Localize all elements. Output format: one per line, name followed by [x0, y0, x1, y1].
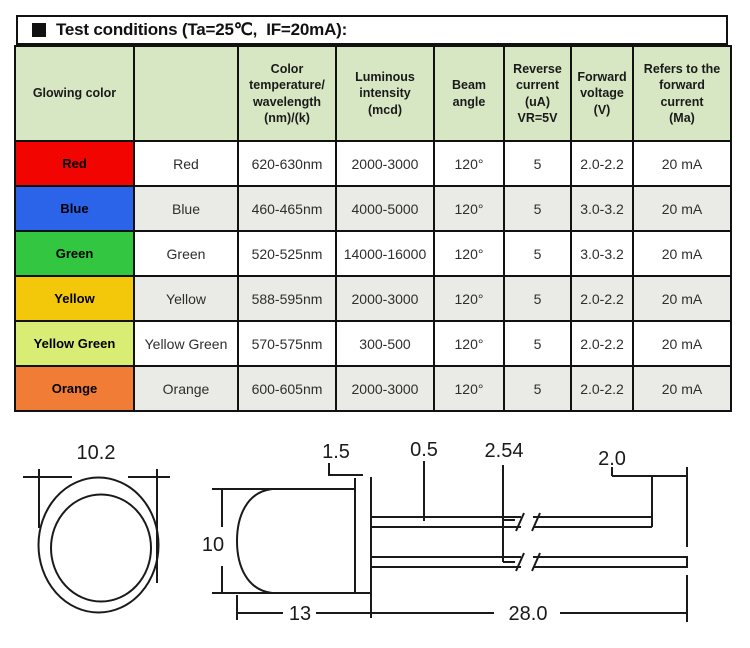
- dim-lead-tip-offset: 2.0: [598, 448, 626, 470]
- cell-name: Orange: [133, 365, 239, 412]
- cell-luminous-intensity: 4000-5000: [335, 185, 435, 232]
- led-top-view: 10.2: [23, 442, 170, 614]
- cell-forward-voltage: 3.0-3.2: [570, 185, 634, 232]
- color-swatch-orange: Orange: [14, 365, 135, 412]
- color-swatch-blue: Blue: [14, 185, 135, 232]
- cell-name: Yellow: [133, 275, 239, 322]
- cell-name: Red: [133, 140, 239, 187]
- cell-beam-angle: 120°: [433, 185, 505, 232]
- cell-reverse-current: 5: [503, 140, 572, 187]
- header-glowing-color: Glowing color: [14, 45, 135, 142]
- cell-name: Yellow Green: [133, 320, 239, 367]
- cell-forward-current: 20 mA: [632, 230, 732, 277]
- dim-lead-length: 28.0: [509, 603, 548, 625]
- header-spacer: [133, 45, 239, 142]
- cell-reverse-current: 5: [503, 275, 572, 322]
- led-spec-table: Glowing color Color temperature/ wavelen…: [14, 45, 732, 412]
- cell-luminous-intensity: 14000-16000: [335, 230, 435, 277]
- cell-wavelength: 588-595nm: [237, 275, 337, 322]
- cell-forward-current: 20 mA: [632, 365, 732, 412]
- cell-luminous-intensity: 2000-3000: [335, 140, 435, 187]
- color-swatch-yellow-green: Yellow Green: [14, 320, 135, 367]
- header-wavelength: Color temperature/ wavelength (nm)/(k): [237, 45, 337, 142]
- cell-wavelength: 620-630nm: [237, 140, 337, 187]
- dim-outer-diameter: 10.2: [77, 442, 116, 464]
- cell-beam-angle: 120°: [433, 275, 505, 322]
- cell-wavelength: 600-605nm: [237, 365, 337, 412]
- cell-beam-angle: 120°: [433, 365, 505, 412]
- color-swatch-green: Green: [14, 230, 135, 277]
- table-row-yellow-green: Yellow Green Yellow Green 570-575nm 300-…: [14, 320, 732, 367]
- cell-wavelength: 570-575nm: [237, 320, 337, 367]
- header-forward-current: Refers to the forward current (Ma): [632, 45, 732, 142]
- dim-flange-thickness: 1.5: [322, 441, 350, 463]
- cell-name: Blue: [133, 185, 239, 232]
- cell-forward-current: 20 mA: [632, 185, 732, 232]
- cell-reverse-current: 5: [503, 230, 572, 277]
- table-row-yellow: Yellow Yellow 588-595nm 2000-3000 120° 5…: [14, 275, 732, 322]
- header-forward-voltage: Forward voltage (V): [570, 45, 634, 142]
- cell-reverse-current: 5: [503, 185, 572, 232]
- header-luminous-intensity: Luminous intensity (mcd): [335, 45, 435, 142]
- table-row-red: Red Red 620-630nm 2000-3000 120° 5 2.0-2…: [14, 140, 732, 187]
- cell-name: Green: [133, 230, 239, 277]
- cell-forward-voltage: 2.0-2.2: [570, 140, 634, 187]
- color-swatch-yellow: Yellow: [14, 275, 135, 322]
- led-side-view: 10 1.5 13: [202, 441, 372, 625]
- test-conditions-text: Test conditions (Ta=25℃, IF=20mA):: [56, 20, 348, 39]
- table-row-blue: Blue Blue 460-465nm 4000-5000 120° 5 3.0…: [14, 185, 732, 232]
- cell-forward-voltage: 2.0-2.2: [570, 365, 634, 412]
- cell-wavelength: 520-525nm: [237, 230, 337, 277]
- cell-luminous-intensity: 300-500: [335, 320, 435, 367]
- dim-lead-pitch: 2.54: [485, 440, 524, 462]
- cell-wavelength: 460-465nm: [237, 185, 337, 232]
- cell-forward-current: 20 mA: [632, 140, 732, 187]
- cell-reverse-current: 5: [503, 365, 572, 412]
- cell-forward-voltage: 2.0-2.2: [570, 275, 634, 322]
- cell-beam-angle: 120°: [433, 230, 505, 277]
- color-swatch-red: Red: [14, 140, 135, 187]
- cell-luminous-intensity: 2000-3000: [335, 365, 435, 412]
- cell-luminous-intensity: 2000-3000: [335, 275, 435, 322]
- dim-body-length: 13: [289, 603, 311, 625]
- table-row-green: Green Green 520-525nm 14000-16000 120° 5…: [14, 230, 732, 277]
- led-leads: 0.5 2.54 2.0 28.0: [372, 439, 688, 625]
- led-dimension-drawing: 10.2 10 1.5 13: [23, 439, 688, 625]
- cell-forward-voltage: 2.0-2.2: [570, 320, 634, 367]
- cell-forward-current: 20 mA: [632, 320, 732, 367]
- table-row-orange: Orange Orange 600-605nm 2000-3000 120° 5…: [14, 365, 732, 412]
- black-square-bullet-icon: [32, 23, 46, 37]
- cell-beam-angle: 120°: [433, 320, 505, 367]
- cell-forward-current: 20 mA: [632, 275, 732, 322]
- header-beam-angle: Beam angle: [433, 45, 505, 142]
- cell-beam-angle: 120°: [433, 140, 505, 187]
- header-reverse-current: Reverse current (uA) VR=5V: [503, 45, 572, 142]
- test-conditions-banner: Test conditions (Ta=25℃, IF=20mA):: [16, 15, 728, 45]
- cell-reverse-current: 5: [503, 320, 572, 367]
- dim-lead-thickness: 0.5: [410, 439, 438, 461]
- cell-forward-voltage: 3.0-3.2: [570, 230, 634, 277]
- header-row: Glowing color Color temperature/ wavelen…: [14, 45, 732, 142]
- dim-body-diameter: 10: [202, 534, 224, 556]
